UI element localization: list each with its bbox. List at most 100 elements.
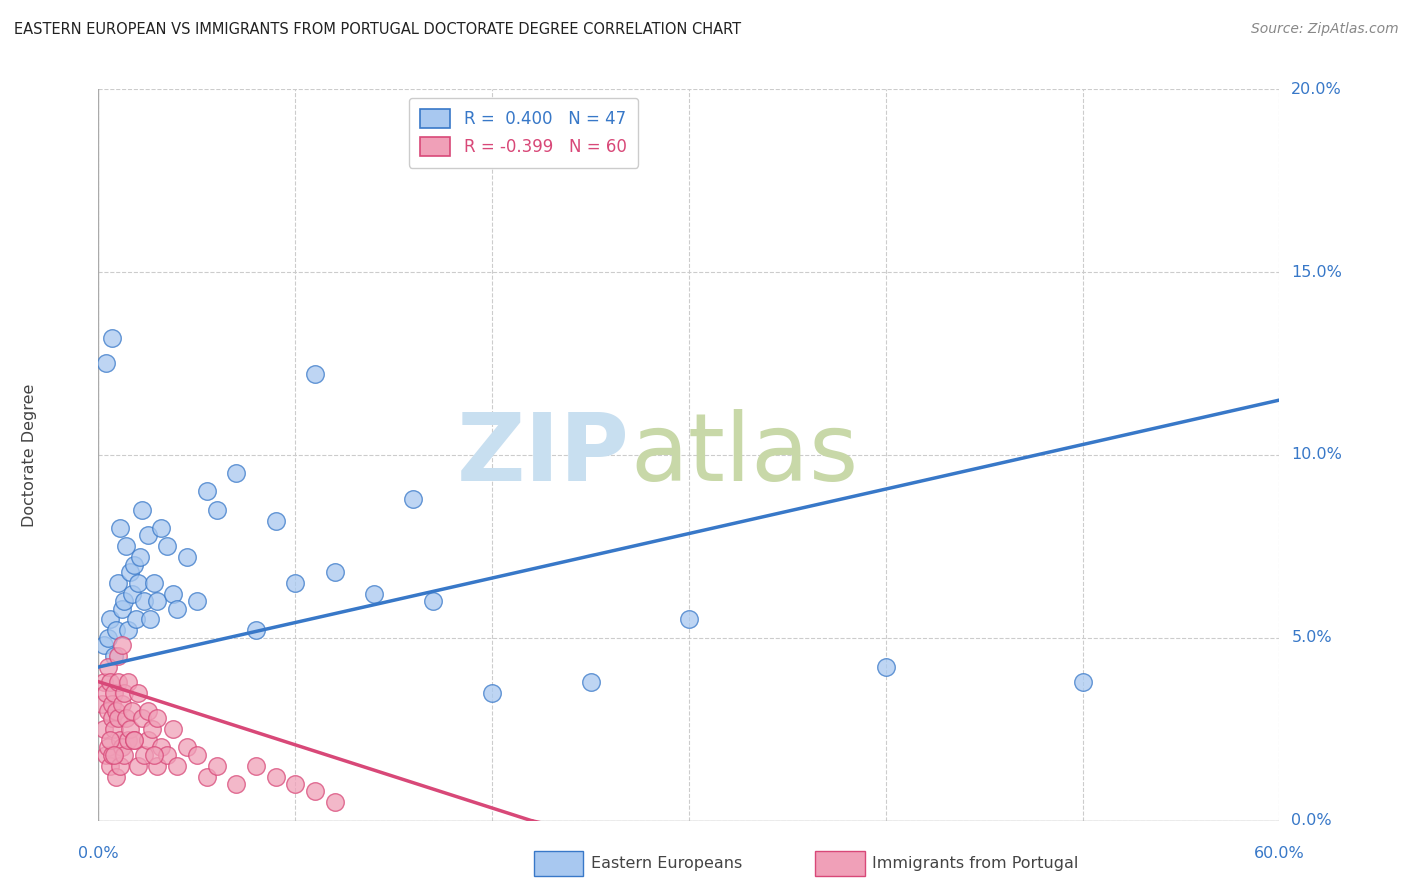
Point (111, 740, 134, 755)
Point (186, 747, 208, 762)
Point (304, 784, 326, 798)
Point (166, 601, 188, 615)
Point (176, 550, 198, 565)
Point (142, 576, 165, 591)
Point (111, 638, 134, 652)
Point (118, 565, 141, 579)
Point (121, 704, 143, 718)
Point (115, 711, 138, 725)
Point (96, 747, 118, 762)
Point (112, 686, 135, 700)
Point (105, 770, 128, 784)
Text: Doctorate Degree: Doctorate Degree (22, 384, 37, 526)
Point (91, 697, 114, 711)
Text: Source: ZipAtlas.com: Source: ZipAtlas.com (1251, 22, 1399, 37)
Point (304, 368, 326, 382)
Point (98, 733, 121, 747)
Point (146, 711, 169, 725)
Text: 15.0%: 15.0% (1291, 265, 1343, 279)
Point (162, 723, 184, 737)
Point (138, 613, 160, 627)
Point (107, 711, 129, 725)
Point (131, 711, 153, 725)
Text: 0.0%: 0.0% (1291, 814, 1331, 828)
Point (1071, 674, 1094, 689)
Point (121, 587, 143, 601)
Point (127, 758, 149, 772)
Point (107, 576, 129, 591)
Point (107, 649, 129, 664)
Point (136, 528, 159, 542)
Point (96, 686, 118, 700)
Point (101, 331, 124, 345)
Text: 20.0%: 20.0% (1291, 82, 1341, 96)
Point (118, 723, 141, 737)
Point (105, 624, 128, 638)
Point (97, 740, 120, 755)
Point (150, 521, 173, 535)
Point (127, 576, 149, 591)
Point (111, 697, 134, 711)
Point (225, 777, 247, 791)
Text: 5.0%: 5.0% (1291, 631, 1331, 645)
Point (141, 723, 163, 737)
Point (93, 674, 115, 689)
Point (146, 758, 169, 772)
Text: Eastern Europeans: Eastern Europeans (591, 856, 742, 871)
Point (323, 796, 346, 810)
Point (98, 758, 121, 772)
Text: Immigrants from Portugal: Immigrants from Portugal (872, 856, 1078, 871)
Point (97, 660, 120, 674)
Point (284, 576, 307, 591)
Point (225, 466, 247, 480)
Point (481, 686, 503, 700)
Point (150, 740, 173, 755)
Point (93, 638, 115, 652)
Text: 0.0%: 0.0% (79, 847, 118, 862)
Point (156, 539, 179, 553)
Point (136, 704, 159, 718)
Legend: R =  0.400   N = 47, R = -0.399   N = 60: R = 0.400 N = 47, R = -0.399 N = 60 (409, 97, 638, 168)
Point (101, 697, 124, 711)
Point (98, 613, 121, 627)
Point (111, 601, 134, 615)
Point (101, 747, 124, 762)
Point (122, 733, 145, 747)
Point (93, 723, 115, 737)
Point (108, 733, 131, 747)
Point (166, 758, 188, 772)
Point (101, 711, 124, 725)
Point (132, 747, 155, 762)
Point (108, 758, 131, 772)
Point (162, 587, 184, 601)
Point (136, 733, 159, 747)
Point (128, 550, 150, 565)
Text: ZIP: ZIP (457, 409, 630, 501)
Point (186, 594, 208, 608)
Text: 60.0%: 60.0% (1254, 847, 1305, 862)
Point (142, 747, 165, 762)
Point (245, 624, 267, 638)
Point (107, 674, 129, 689)
Point (115, 539, 138, 553)
Point (284, 777, 307, 791)
Point (131, 503, 153, 517)
Point (146, 594, 169, 608)
Point (579, 674, 602, 689)
Point (363, 587, 385, 601)
Point (103, 747, 125, 762)
Point (112, 747, 135, 762)
Point (125, 613, 148, 627)
Point (156, 747, 179, 762)
Point (117, 733, 139, 747)
Point (176, 740, 198, 755)
Point (122, 733, 145, 747)
Point (678, 613, 700, 627)
Point (122, 558, 145, 572)
Text: EASTERN EUROPEAN VS IMMIGRANTS FROM PORTUGAL DOCTORATE DEGREE CORRELATION CHART: EASTERN EUROPEAN VS IMMIGRANTS FROM PORT… (14, 22, 741, 37)
Point (264, 770, 287, 784)
Point (97, 704, 120, 718)
Point (112, 594, 135, 608)
Point (245, 758, 267, 772)
Point (422, 594, 444, 608)
